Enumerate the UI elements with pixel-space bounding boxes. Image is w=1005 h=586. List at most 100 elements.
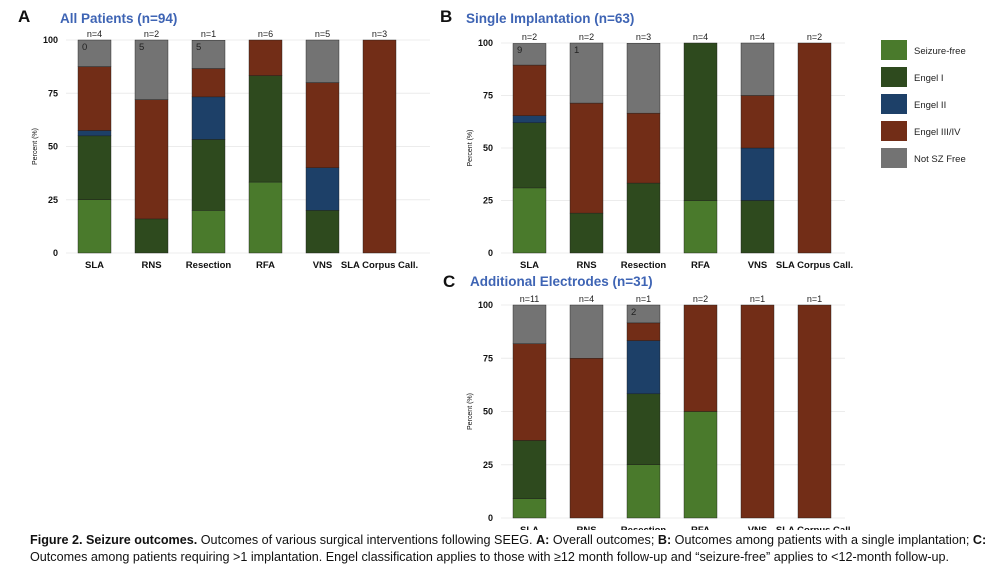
x-tick-label: Resection xyxy=(186,260,232,271)
figure-caption: Figure 2. Seizure outcomes. Outcomes of … xyxy=(30,532,990,565)
bar-segment-engel-iii-iv xyxy=(569,102,604,214)
x-tick-label: RFA xyxy=(256,260,275,271)
n-label: n=1 xyxy=(750,294,765,304)
y-tick-label: 50 xyxy=(48,142,58,152)
x-tick-label: RNS xyxy=(576,525,596,530)
in-bar-label: 2 xyxy=(631,307,636,318)
x-tick-label: SLA xyxy=(520,525,539,530)
n-label: n=1 xyxy=(807,294,822,304)
legend-label: Not SZ Free xyxy=(914,154,966,165)
panel-letter: B xyxy=(440,7,452,26)
x-tick-label: SLA Corpus Call. xyxy=(341,260,418,271)
y-tick-label: 0 xyxy=(53,248,58,258)
caption-text: Outcomes of various surgical interventio… xyxy=(197,533,537,547)
bar-segment-engel-iii-iv xyxy=(797,304,832,519)
legend-label: Engel I xyxy=(914,73,944,84)
bar-segment-not-sz-free xyxy=(569,304,604,359)
bar-segment-not-sz-free xyxy=(626,43,661,114)
bar-segment-engel-i xyxy=(191,139,226,211)
bar-segment-engel-iii-iv xyxy=(512,343,547,441)
panel-c-chart: C Additional Electrodes (n=31) 0 25 50 75 100 P… xyxy=(443,272,853,530)
in-bar-label: 5 xyxy=(139,42,144,53)
n-label: n=2 xyxy=(693,294,708,304)
bar-segment-not-sz-free xyxy=(191,40,226,69)
legend-swatch xyxy=(881,148,907,168)
bar-segment-engel-iii-iv xyxy=(191,68,226,98)
bar-segment-engel-ii xyxy=(626,340,661,395)
bar-segment-engel-iii-iv xyxy=(797,42,832,254)
n-label: n=3 xyxy=(372,29,387,39)
y-tick-label: 0 xyxy=(488,248,493,258)
y-axis-label: Percent (%) xyxy=(32,128,39,165)
bar-segment-seizure-free xyxy=(191,210,226,254)
in-bar-label: 5 xyxy=(196,42,201,53)
n-label: n=3 xyxy=(636,32,651,42)
x-tick-label: Resection xyxy=(621,260,667,271)
y-tick-label: 25 xyxy=(48,195,58,205)
panel-title: Single Implantation (n=63) xyxy=(466,11,634,26)
bar-segment-engel-i xyxy=(512,440,547,499)
bar-segment-engel-i xyxy=(626,393,661,465)
bar-segment-not-sz-free xyxy=(569,42,604,104)
y-tick-label: 50 xyxy=(483,143,493,153)
bar-segment-seizure-free xyxy=(512,187,547,254)
legend-label: Seizure-free xyxy=(914,46,966,57)
n-label: n=4 xyxy=(693,32,708,42)
bar-segment-engel-i xyxy=(134,218,169,254)
legend-swatch xyxy=(881,94,907,114)
y-tick-label: 75 xyxy=(48,88,58,98)
legend-label: Engel III/IV xyxy=(914,127,961,138)
y-tick-label: 50 xyxy=(483,407,493,417)
x-tick-label: RFA xyxy=(691,260,710,271)
x-tick-label: RNS xyxy=(576,260,596,271)
bar-segment-not-sz-free xyxy=(305,39,340,83)
bar-segment-engel-iii-iv xyxy=(134,99,169,220)
in-bar-label: 1 xyxy=(574,45,579,56)
n-label: n=2 xyxy=(579,32,594,42)
caption-b-text: Outcomes among patients with a single im… xyxy=(671,533,973,547)
n-label: n=11 xyxy=(520,294,540,304)
bar-segment-seizure-free xyxy=(512,498,547,519)
legend-swatch xyxy=(881,67,907,87)
x-tick-label: VNS xyxy=(748,525,768,530)
panel-title: Additional Electrodes (n=31) xyxy=(470,274,653,289)
bar-segment-engel-iii-iv xyxy=(626,322,661,341)
caption-c-label: C: xyxy=(972,533,987,547)
y-tick-label: 100 xyxy=(478,38,493,48)
n-label: n=4 xyxy=(750,32,765,42)
y-tick-label: 25 xyxy=(483,460,493,470)
panel-letter: C xyxy=(443,272,455,291)
bar-segment-engel-i xyxy=(683,42,718,201)
bar-segment-engel-iii-iv xyxy=(740,304,775,519)
in-bar-label: 9 xyxy=(517,45,522,56)
y-axis-label: Percent (%) xyxy=(467,130,474,167)
panel-letter: A xyxy=(18,7,30,26)
n-label: n=2 xyxy=(144,29,159,39)
n-label: n=6 xyxy=(258,29,273,39)
bar-segment-engel-i xyxy=(248,75,283,183)
caption-b-label: B: xyxy=(657,533,672,547)
bar-segment-engel-ii xyxy=(77,130,112,137)
caption-a-text: Overall outcomes; xyxy=(549,533,658,547)
n-label: n=4 xyxy=(87,29,102,39)
x-tick-label: SLA xyxy=(520,260,539,271)
caption-a-label: A: xyxy=(536,533,550,547)
bar-segment-engel-ii xyxy=(740,147,775,201)
bar-segment-engel-i xyxy=(626,182,661,254)
n-label: n=2 xyxy=(522,32,537,42)
legend-swatch xyxy=(881,40,907,60)
n-label: n=5 xyxy=(315,29,330,39)
bar-segment-engel-iii-iv xyxy=(569,358,604,519)
panel-b-chart: B Single Implantation (n=63) 0 25 50 75 100 Per… xyxy=(440,7,853,271)
x-tick-label: VNS xyxy=(313,260,333,271)
bar-segment-not-sz-free xyxy=(77,39,112,67)
in-bar-label: 0 xyxy=(82,42,87,53)
n-label: n=1 xyxy=(636,294,651,304)
bar-segment-not-sz-free xyxy=(512,43,547,66)
bar-segment-seizure-free xyxy=(683,200,718,254)
caption-fig-label: Figure 2. Seizure outcomes. xyxy=(30,533,198,547)
y-tick-label: 75 xyxy=(483,91,493,101)
y-tick-label: 100 xyxy=(478,300,493,310)
